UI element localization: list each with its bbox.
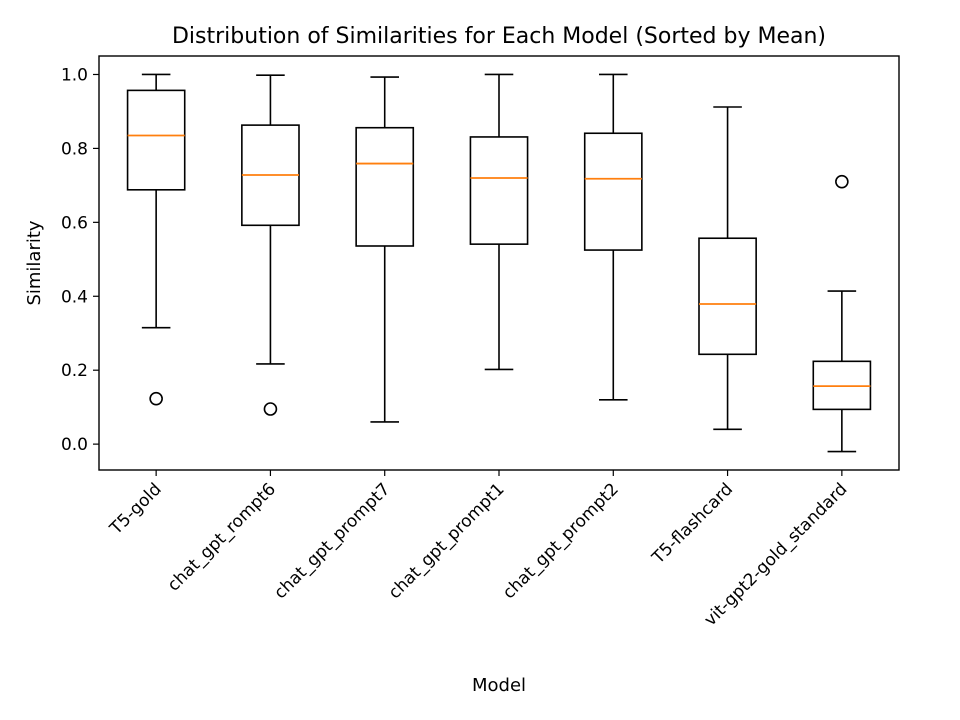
- outlier-point: [835, 174, 849, 189]
- y-axis: 0.0 0.2 0.4 0.6 0.8 1.0: [61, 65, 99, 455]
- iqr-box: [355, 126, 415, 247]
- x-tick-label: T5-flashcard: [648, 479, 737, 568]
- iqr-box: [698, 237, 757, 356]
- iqr-box: [469, 136, 529, 245]
- chart-title: Distribution of Similarities for Each Mo…: [172, 24, 826, 49]
- x-tick-label: chat_gpt_rompt6: [164, 479, 280, 595]
- x-tick-label: chat_gpt_prompt1: [385, 479, 509, 603]
- iqr-box: [126, 89, 186, 191]
- y-tick-label: 0.6: [61, 213, 88, 233]
- box-group: [355, 76, 415, 423]
- x-tick-label: T5-gold: [106, 479, 166, 539]
- y-tick-label: 1.0: [61, 65, 88, 85]
- y-tick-label: 0.8: [61, 139, 88, 159]
- outlier-point: [263, 402, 278, 416]
- outlier-point: [149, 391, 163, 406]
- x-axis-label: Model: [472, 675, 526, 696]
- box-group: [698, 106, 757, 431]
- x-tick-label: chat_gpt_prompt2: [499, 479, 623, 603]
- boxes-layer: [126, 73, 872, 453]
- box-group: [469, 73, 529, 371]
- x-axis: T5-goldchat_gpt_rompt6chat_gpt_prompt7ch…: [106, 470, 851, 630]
- box-group: [583, 73, 643, 401]
- box-group: [126, 73, 186, 406]
- y-tick-label: 0.2: [61, 361, 88, 381]
- y-tick-label: 0.4: [61, 287, 88, 307]
- iqr-box: [583, 132, 643, 251]
- y-tick-label: 0.0: [61, 435, 88, 455]
- box-group: [812, 174, 872, 453]
- y-axis-label: Similarity: [24, 220, 45, 305]
- box-group: [241, 74, 300, 416]
- x-tick-label: chat_gpt_prompt7: [270, 479, 394, 603]
